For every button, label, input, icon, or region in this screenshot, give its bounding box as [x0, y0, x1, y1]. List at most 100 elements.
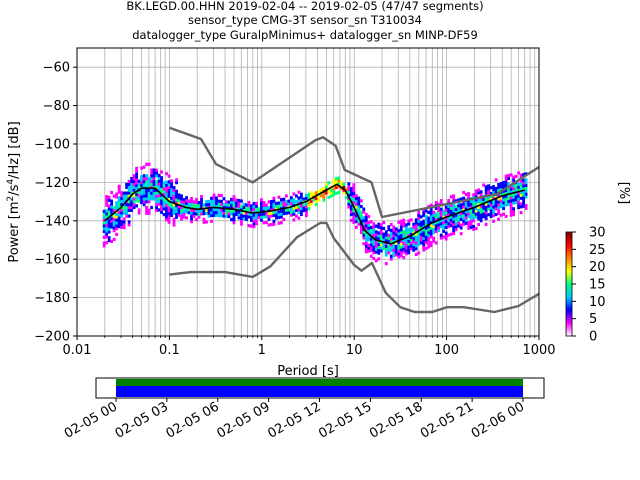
psd-cell — [175, 178, 178, 182]
psd-cell — [122, 217, 126, 221]
x-axis-label: Period [s] — [277, 364, 339, 379]
psd-cell — [285, 208, 288, 212]
psd-cell — [207, 211, 211, 215]
psd-cell — [115, 218, 119, 222]
psd-cell — [367, 246, 371, 250]
psd-cell — [167, 191, 171, 195]
psd-cell — [524, 172, 528, 176]
psd-cell — [180, 208, 183, 212]
psd-cell — [399, 222, 403, 226]
psd-cell — [377, 225, 381, 229]
psd-cell — [497, 200, 501, 204]
psd-cell — [105, 229, 109, 233]
psd-cell — [407, 230, 411, 235]
psd-cell — [352, 214, 356, 219]
psd-cell — [397, 249, 401, 253]
psd-cell — [464, 204, 468, 208]
psd-cell — [424, 215, 428, 219]
psd-cell — [122, 226, 126, 230]
psd-cell — [432, 225, 436, 229]
psd-cell — [447, 210, 451, 214]
y-axis-label: Power [m2/s4/Hz] [dB] — [6, 121, 22, 262]
psd-cell — [152, 177, 156, 181]
psd-cell — [362, 210, 366, 214]
psd-cell — [237, 216, 241, 220]
psd-cell — [192, 200, 196, 204]
psd-cell — [444, 214, 448, 218]
psd-cell — [160, 190, 163, 194]
psd-cell — [262, 215, 266, 219]
psd-cell — [327, 181, 331, 185]
psd-cell — [147, 211, 151, 215]
psd-cell — [102, 224, 106, 228]
psd-cell — [235, 204, 238, 208]
psd-cell — [524, 195, 528, 199]
psd-cell — [130, 182, 134, 186]
psd-cell — [447, 233, 451, 237]
psd-cell — [489, 209, 493, 213]
psd-cell — [205, 211, 208, 215]
psd-cell — [262, 206, 266, 210]
psd-cell — [479, 201, 483, 205]
psd-cell — [132, 202, 136, 207]
psd-cell — [512, 207, 516, 211]
psd-cell — [255, 201, 258, 205]
psd-cell — [157, 188, 161, 192]
x-tick-label: 1000 — [522, 343, 555, 358]
psd-cell — [117, 204, 121, 209]
psd-cell — [285, 202, 288, 207]
psd-cell — [514, 195, 518, 199]
psd-cell — [384, 247, 388, 251]
psd-cell — [135, 175, 139, 179]
psd-cell — [227, 206, 231, 210]
psd-cell — [137, 196, 141, 201]
psd-cell — [472, 227, 476, 231]
psd-cell — [165, 200, 168, 205]
colorbar-tick-label: 0 — [589, 330, 597, 345]
psd-cell — [155, 185, 158, 190]
psd-cell — [260, 215, 263, 219]
psd-cell — [195, 200, 198, 204]
psd-cell — [165, 215, 168, 219]
psd-cell — [354, 205, 358, 209]
psd-cell — [394, 247, 398, 251]
psd-cell — [449, 203, 453, 208]
psd-cell — [292, 218, 296, 222]
psd-cell — [369, 220, 373, 224]
psd-cell — [432, 230, 436, 235]
psd-cell — [417, 222, 421, 226]
psd-cell — [172, 206, 176, 210]
psd-cell — [230, 212, 233, 216]
psd-cell — [354, 196, 358, 201]
psd-cell — [522, 184, 525, 188]
psd-cell — [379, 237, 383, 241]
psd-cell — [412, 239, 416, 244]
psd-cell — [474, 192, 478, 196]
psd-cell — [492, 208, 496, 212]
psd-cell — [417, 242, 421, 246]
psd-cell — [349, 210, 353, 214]
psd-cell — [270, 205, 273, 209]
psd-cell — [337, 179, 341, 183]
psd-cell — [494, 178, 498, 182]
psd-cell — [454, 207, 458, 212]
psd-cell — [160, 176, 163, 180]
psd-cell — [462, 205, 466, 209]
psd-cell — [502, 206, 506, 211]
psd-cell — [142, 200, 146, 204]
psd-cell — [484, 202, 488, 206]
psd-cell — [322, 192, 326, 196]
psd-cell — [444, 231, 448, 235]
psd-cell — [125, 205, 129, 210]
psd-cell — [404, 249, 408, 253]
psd-cell — [367, 220, 371, 224]
psd-cell — [352, 183, 356, 187]
psd-cell — [222, 197, 226, 201]
psd-cell — [107, 207, 111, 211]
psd-cell — [285, 200, 288, 204]
psd-cell — [182, 201, 186, 205]
psd-cell — [389, 257, 393, 261]
psd-cell — [397, 252, 401, 256]
psd-cell — [157, 196, 161, 201]
psd-cell — [125, 197, 129, 201]
